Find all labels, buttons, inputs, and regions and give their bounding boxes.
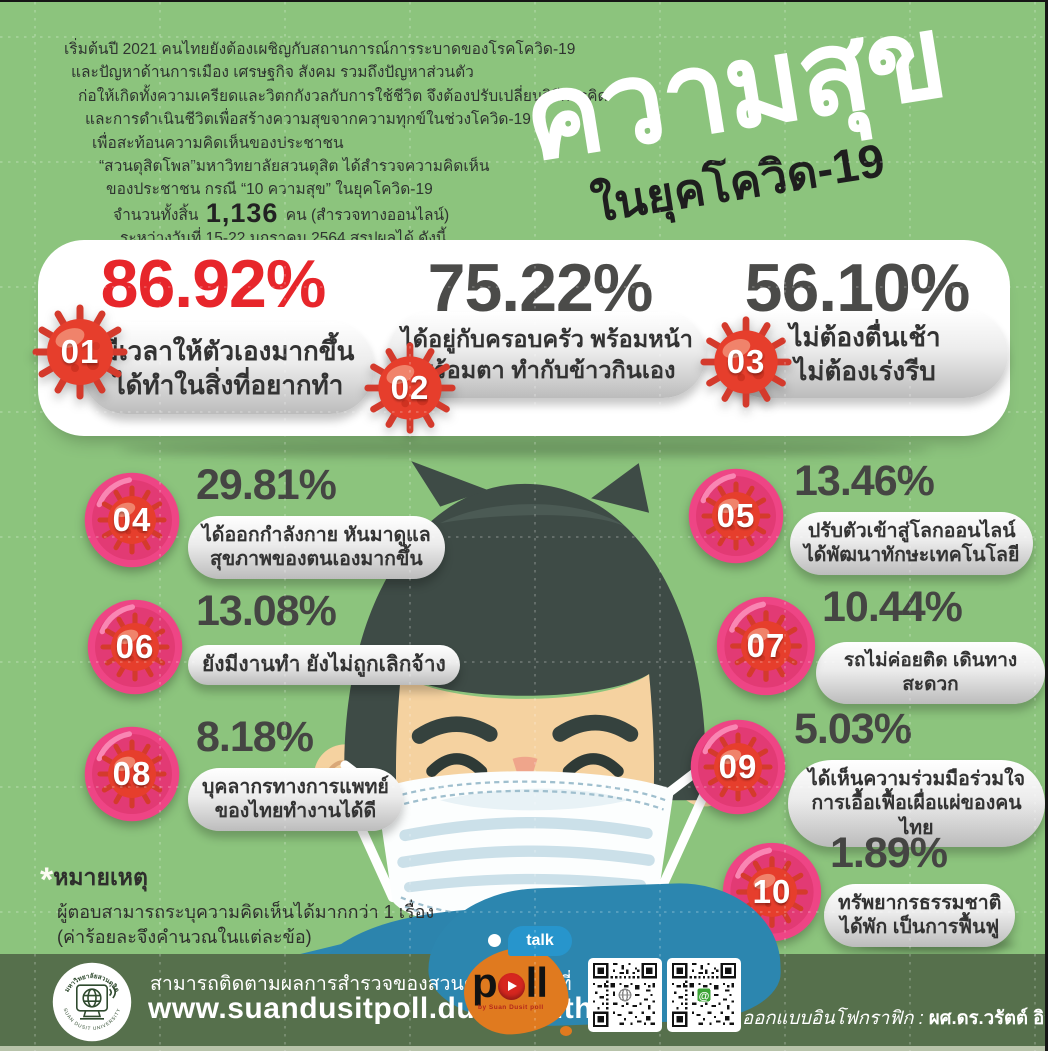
play-icon bbox=[497, 972, 525, 1000]
intro-line: ของประชาชน กรณี “10 ความสุข” ในยุคโควิด-… bbox=[106, 181, 433, 199]
stat-label-line: ได้พัก เป็นการฟื้นฟู bbox=[840, 916, 1000, 939]
poll-wordmark: p ll bbox=[472, 959, 548, 1006]
virus-badge-10: 10 bbox=[720, 840, 824, 944]
university-logo: มหาวิทยาลัยสวนดุสิต SUAN DUSIT UNIVERSIT… bbox=[52, 962, 132, 1042]
intro-line: “สวนดุสิตโพล”มหาวิทยาลัยสวนดุสิต ได้สำรว… bbox=[99, 158, 490, 176]
virus-badge-07: 07 bbox=[714, 594, 818, 698]
stat-10-percentage: 1.89% bbox=[830, 829, 948, 877]
count-suffix: คน (สำรวจทางออนไลน์) bbox=[285, 206, 450, 224]
rank-number: 04 bbox=[112, 501, 152, 538]
intro-line: เริ่มต้นปี 2021 คนไทยยังต้องเผชิญกับสถาน… bbox=[64, 41, 576, 58]
designer-credit: ออกแบบอินโฟกราฟิก : ผศ.ดร.วรัตต์ อินทสระ bbox=[742, 1004, 1045, 1033]
qr-center-logo bbox=[618, 988, 632, 1002]
poll-tagline: by Suan Dusit poll bbox=[478, 1004, 544, 1011]
talk-bubble: talk bbox=[508, 926, 572, 956]
stat-label-line: ของไทยทำงานได้ดี bbox=[214, 800, 377, 823]
stat-01-label: มีเวลาให้ตัวเองมากขึ้น ได้ทำในสิ่งที่อยา… bbox=[82, 322, 374, 414]
rank-number: 10 bbox=[752, 873, 792, 910]
panel-shadow bbox=[120, 442, 930, 457]
poll-letters-ll: ll bbox=[525, 959, 548, 1006]
stat-02-label: ได้อยู่กับครอบครัว พร้อมหน้า พร้อมตา ทำก… bbox=[388, 312, 706, 398]
virus-badge-01: 01 bbox=[30, 302, 130, 402]
intro-line: และการดำเนินชีวิตเพื่อสร้างความสุขจากควา… bbox=[85, 111, 531, 129]
stat-label-line: บุคลากรทางการแพทย์ bbox=[202, 776, 389, 798]
rank-number: 09 bbox=[718, 748, 758, 785]
poll-logo-dot bbox=[560, 1026, 572, 1036]
talk-dot bbox=[488, 934, 501, 947]
poll-letter-p: p bbox=[472, 959, 498, 1006]
talk-label: talk bbox=[526, 932, 554, 949]
intro-line: เพื่อสะท้อนความคิดเห็นของประชาชน bbox=[92, 134, 344, 152]
stat-label-line: ไม่ต้องเร่งรีบ bbox=[794, 356, 936, 386]
stat-label-line: ได้เห็นความร่วมมือร่วมใจ bbox=[807, 768, 1026, 790]
virus-badge-03: 03 bbox=[698, 314, 794, 410]
stat-03-percentage: 56.10% bbox=[744, 250, 971, 326]
poll-logo: talk p ll by Suan Dusit poll bbox=[461, 922, 584, 1046]
virus-badge-06: 06 bbox=[85, 597, 185, 697]
stat-label-line: ยังมีงานทำ ยังไม่ถูกเลิกจ้าง bbox=[202, 653, 446, 676]
credit-name: ผศ.ดร.วรัตต์ อินทสระ bbox=[928, 1007, 1045, 1028]
rank-number: 05 bbox=[716, 497, 756, 534]
qr-code-line: @ bbox=[667, 958, 741, 1032]
stat-label-line: ทรัพยากรธรรมชาติ bbox=[838, 892, 1002, 914]
virus-badge-08: 08 bbox=[82, 724, 182, 824]
virus-badge-09: 09 bbox=[688, 717, 788, 817]
stat-02-percentage: 75.22% bbox=[427, 250, 654, 326]
rank-number: 02 bbox=[390, 369, 430, 406]
asterisk: * bbox=[40, 861, 54, 899]
stat-label-line: พร้อมตา ทำกับข้าวกินเอง bbox=[418, 357, 676, 383]
stat-label-line: ได้พัฒนาทักษะเทคโนโลยี bbox=[804, 544, 1020, 567]
stat-09-percentage: 5.03% bbox=[794, 705, 912, 753]
stat-06-percentage: 13.08% bbox=[196, 587, 337, 635]
stat-04-percentage: 29.81% bbox=[196, 461, 337, 509]
virus-badge-04: 04 bbox=[82, 470, 182, 570]
stat-05-percentage: 13.46% bbox=[794, 457, 935, 505]
stat-06-label: ยังมีงานทำ ยังไม่ถูกเลิกจ้าง bbox=[188, 645, 460, 686]
footnote-line: (ค่าร้อยละจึงคำนวณในแต่ละข้อ) bbox=[57, 927, 312, 947]
rank-number: 01 bbox=[60, 333, 100, 370]
intro-line-count: จำนวนทั้งสิ้น 1,136 คน (สำรวจทางออนไลน์) bbox=[113, 199, 608, 227]
rank-number: 03 bbox=[726, 343, 766, 380]
footnote: *หมายเหตุ ผู้ตอบสามารถระบุความคิดเห็นได้… bbox=[40, 860, 434, 950]
stat-label-line: การเอื้อเฟื้อเผื่อแผ่ของคนไทย bbox=[811, 792, 1022, 839]
globe-monitor-icon bbox=[76, 984, 116, 1020]
stat-label-line: ปรับตัวเข้าสู่โลกออนไลน์ bbox=[807, 520, 1016, 542]
virus-badge-02: 02 bbox=[362, 340, 458, 436]
rank-number: 08 bbox=[112, 755, 152, 792]
rank-number: 07 bbox=[746, 627, 786, 664]
qr-code-website bbox=[588, 958, 662, 1032]
respondent-count: 1,136 bbox=[205, 197, 279, 228]
intro-line: ก่อให้เกิดทั้งความเครียดและวิตกกังวลกับก… bbox=[78, 87, 608, 105]
stat-08-label: บุคลากรทางการแพทย์ ของไทยทำงานได้ดี bbox=[188, 768, 403, 831]
stat-label-line: มีเวลาให้ตัวเองมากขึ้น bbox=[101, 335, 355, 366]
intro-line: และปัญหาด้านการเมือง เศรษฐกิจ สังคม รวมถ… bbox=[71, 64, 474, 82]
stat-07-percentage: 10.44% bbox=[822, 583, 963, 631]
stat-05-label: ปรับตัวเข้าสู่โลกออนไลน์ ได้พัฒนาทักษะเท… bbox=[790, 512, 1034, 575]
intro-paragraph: เริ่มต้นปี 2021 คนไทยยังต้องเผชิญกับสถาน… bbox=[64, 38, 608, 251]
credit-label: ออกแบบอินโฟกราฟิก : bbox=[742, 1007, 924, 1028]
stat-label-line: ไม่ต้องตื่นเช้า bbox=[789, 321, 941, 352]
stat-label-line: ได้ออกกำลังกาย หันมาดูแล bbox=[202, 524, 431, 546]
svg-text:@: @ bbox=[699, 991, 710, 1003]
rank-number: 06 bbox=[115, 628, 155, 665]
stat-label-line: สุขภาพของตนเองมากขึ้น bbox=[210, 548, 423, 571]
footer-bottom-strip bbox=[0, 1046, 1045, 1051]
stat-10-label: ทรัพยากรธรรมชาติ ได้พัก เป็นการฟื้นฟู bbox=[824, 884, 1016, 947]
stat-label-line: ได้อยู่กับครอบครัว พร้อมหน้า bbox=[400, 325, 694, 352]
stat-label-line: รถไม่ค่อยติด เดินทางสะดวก bbox=[843, 650, 1018, 695]
stat-04-label: ได้ออกกำลังกาย หันมาดูแล สุขภาพของตนเองม… bbox=[188, 516, 445, 579]
stat-07-label: รถไม่ค่อยติด เดินทางสะดวก bbox=[816, 642, 1045, 704]
footnote-title: หมายเหตุ bbox=[53, 864, 148, 890]
virus-badge-05: 05 bbox=[686, 466, 786, 566]
count-prefix: จำนวนทั้งสิ้น bbox=[113, 206, 199, 224]
line-at-icon bbox=[697, 988, 711, 1002]
footnote-line: ผู้ตอบสามารถระบุความคิดเห็นได้มากกว่า 1 … bbox=[57, 902, 435, 922]
stat-01-percentage: 86.92% bbox=[100, 246, 327, 322]
stat-08-percentage: 8.18% bbox=[196, 713, 314, 761]
stat-label-line: ได้ทำในสิ่งที่อยากทำ bbox=[112, 370, 344, 400]
stat-09-label: ได้เห็นความร่วมมือร่วมใจ การเอื้อเฟื้อเผ… bbox=[788, 760, 1045, 848]
